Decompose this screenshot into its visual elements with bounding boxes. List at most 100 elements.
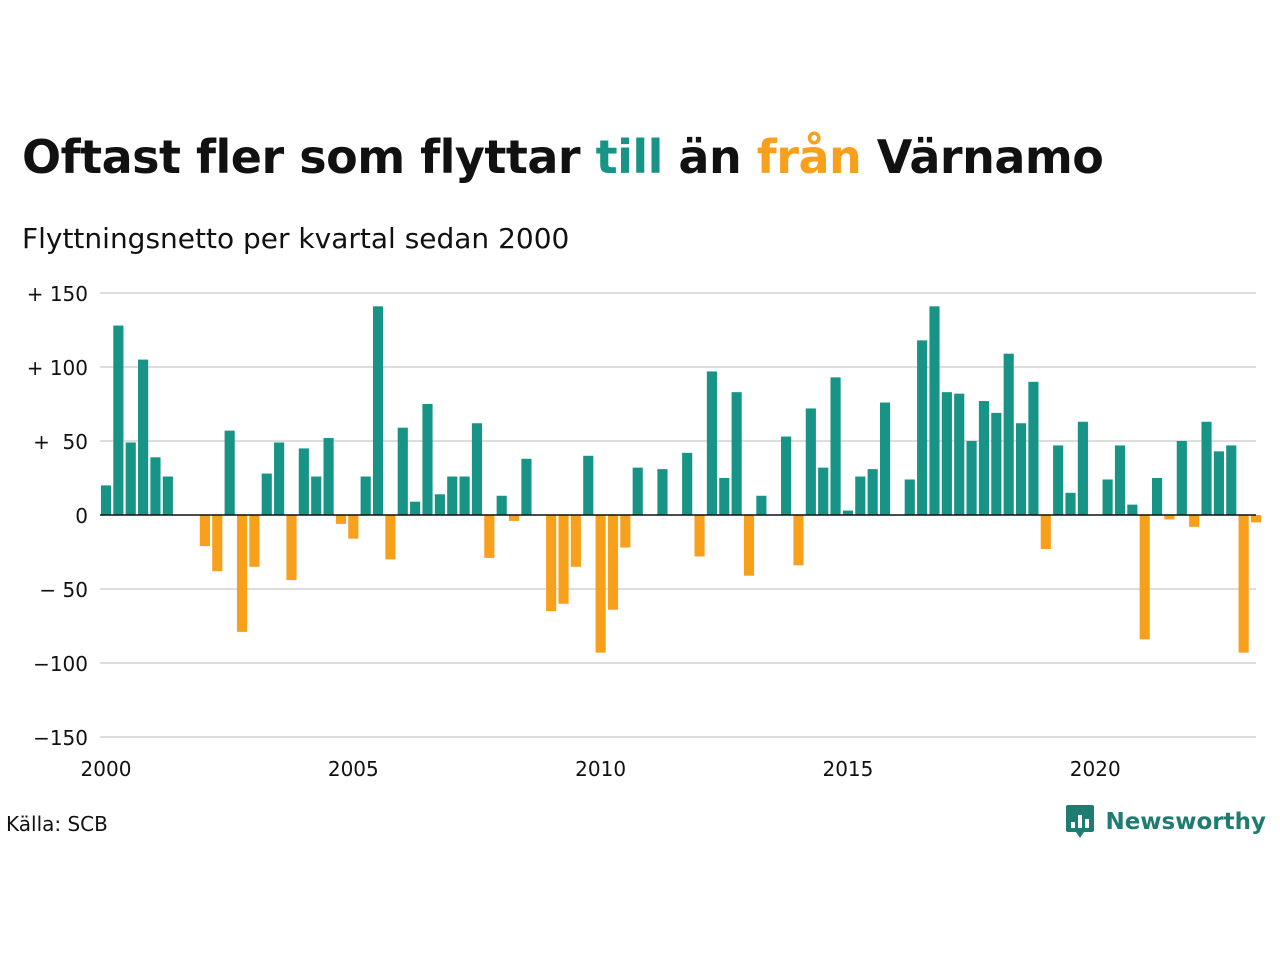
title-part-2: än <box>662 130 757 184</box>
bar <box>1226 445 1237 515</box>
source-note: Källa: SCB <box>6 812 108 836</box>
bar <box>162 476 173 515</box>
y-tick-label: −100 <box>33 652 88 676</box>
y-tick-label: + 150 <box>27 282 88 306</box>
chart-subtitle: Flyttningsnetto per kvartal sedan 2000 <box>22 222 570 255</box>
bar <box>1114 445 1126 515</box>
bar <box>298 448 309 515</box>
bar <box>879 402 891 515</box>
bar <box>150 457 161 515</box>
bar <box>1152 478 1163 515</box>
bar <box>620 515 631 548</box>
y-tick-label: −150 <box>33 726 88 750</box>
bar <box>372 306 384 515</box>
y-tick-label: − 50 <box>39 578 88 602</box>
bar <box>261 473 272 515</box>
bar <box>731 392 742 515</box>
bar <box>719 478 730 515</box>
bar <box>360 476 371 515</box>
bar <box>583 455 594 515</box>
bar <box>1139 515 1150 640</box>
y-tick-label: + 100 <box>27 356 88 380</box>
bar <box>397 427 408 515</box>
bar <box>434 494 445 515</box>
bar <box>1077 421 1088 515</box>
bar <box>484 515 495 558</box>
bar <box>1028 381 1039 515</box>
bar <box>966 441 977 515</box>
bar <box>1040 515 1051 550</box>
bar <box>521 458 532 515</box>
bar <box>138 359 149 515</box>
bar <box>743 515 755 576</box>
bar <box>991 412 1002 515</box>
newsworthy-brand: Newsworthy <box>1065 804 1266 840</box>
bar <box>632 467 643 515</box>
x-tick-label: 2005 <box>328 757 379 781</box>
bar-chart: + 150 + 100 + 50 0 − 50 −100 −150 2000 2005 2010 2… <box>27 282 1262 781</box>
bar <box>1250 515 1262 523</box>
newsworthy-logo-icon <box>1066 805 1095 838</box>
bar <box>1164 515 1175 520</box>
bar <box>236 515 248 632</box>
bar <box>1102 479 1113 515</box>
x-tick-label: 2000 <box>81 757 132 781</box>
bar <box>830 377 841 515</box>
bar <box>212 515 223 572</box>
bar <box>570 515 581 567</box>
bar <box>199 515 210 547</box>
bar <box>1213 451 1224 515</box>
bars <box>100 306 1262 653</box>
chart-title: Oftast fler som flyttar till än från Vär… <box>22 130 1104 184</box>
y-tick-label: + 50 <box>33 430 88 454</box>
x-tick-label: 2020 <box>1070 757 1121 781</box>
x-tick-label: 2010 <box>575 757 626 781</box>
bar <box>818 467 829 515</box>
bar <box>558 515 569 604</box>
bar <box>224 430 235 515</box>
bar <box>694 515 705 557</box>
bar <box>682 452 693 515</box>
bar <box>1201 421 1212 515</box>
y-tick-label: 0 <box>75 504 88 528</box>
bar <box>508 515 520 521</box>
bar <box>929 306 940 515</box>
brand-name: Newsworthy <box>1105 809 1266 835</box>
gridlines <box>100 292 1256 738</box>
bar <box>917 340 928 515</box>
bar <box>410 501 421 515</box>
bar <box>447 476 458 515</box>
bar <box>781 436 792 515</box>
bar <box>793 515 804 566</box>
title-part-3: Värnamo <box>861 130 1104 184</box>
title-word-till: till <box>595 130 664 184</box>
bar <box>805 408 816 515</box>
bar <box>607 515 619 610</box>
bar <box>706 371 717 515</box>
bar <box>546 515 557 612</box>
bar <box>1176 441 1187 515</box>
bar <box>100 485 112 515</box>
bar <box>954 393 965 515</box>
bar <box>1065 492 1076 515</box>
bar <box>867 469 878 515</box>
bar <box>842 510 854 515</box>
bar <box>978 401 990 515</box>
bar <box>274 442 285 515</box>
x-tick-label: 2015 <box>822 757 873 781</box>
bar <box>335 515 347 524</box>
bar <box>496 495 507 515</box>
bar <box>1015 423 1027 515</box>
bar <box>286 515 297 581</box>
bar <box>1189 515 1200 527</box>
bar <box>904 479 915 515</box>
bar <box>471 423 483 515</box>
bar <box>1127 504 1138 515</box>
bar <box>385 515 396 560</box>
bar <box>657 469 668 515</box>
bar <box>1238 515 1249 653</box>
bar <box>323 438 334 515</box>
bar <box>348 515 359 539</box>
bar <box>311 476 322 515</box>
bar <box>1053 445 1064 515</box>
